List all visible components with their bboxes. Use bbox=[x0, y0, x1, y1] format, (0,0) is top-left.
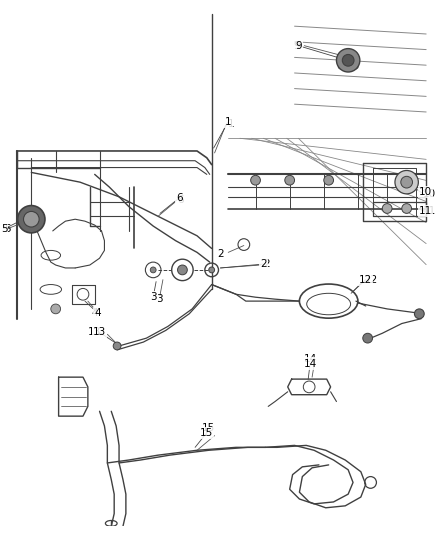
Text: 10: 10 bbox=[419, 187, 432, 197]
Text: 2: 2 bbox=[263, 259, 270, 269]
Text: 13: 13 bbox=[93, 327, 106, 337]
Text: 2: 2 bbox=[260, 259, 267, 269]
Circle shape bbox=[324, 175, 333, 185]
Text: 4: 4 bbox=[92, 308, 99, 318]
Text: 5: 5 bbox=[1, 224, 7, 234]
Text: 2: 2 bbox=[218, 249, 224, 260]
Circle shape bbox=[336, 49, 360, 72]
Circle shape bbox=[382, 204, 392, 213]
Circle shape bbox=[402, 204, 412, 213]
Text: 6: 6 bbox=[177, 195, 184, 205]
Text: 5: 5 bbox=[4, 224, 11, 234]
Circle shape bbox=[363, 333, 373, 343]
Circle shape bbox=[177, 265, 187, 275]
Text: 15: 15 bbox=[202, 423, 215, 433]
Text: 1: 1 bbox=[228, 119, 235, 128]
Text: 12: 12 bbox=[365, 274, 378, 285]
Circle shape bbox=[414, 309, 424, 319]
Text: 14: 14 bbox=[304, 359, 317, 368]
Circle shape bbox=[18, 206, 45, 233]
Text: 4: 4 bbox=[94, 308, 101, 318]
Circle shape bbox=[343, 54, 354, 66]
Text: 15: 15 bbox=[200, 427, 213, 438]
Text: 3: 3 bbox=[156, 294, 163, 304]
Circle shape bbox=[24, 212, 39, 227]
Circle shape bbox=[113, 342, 121, 350]
Circle shape bbox=[251, 175, 261, 185]
Text: 14: 14 bbox=[304, 353, 317, 364]
Circle shape bbox=[150, 267, 156, 273]
Text: 9: 9 bbox=[295, 41, 302, 51]
Text: 9: 9 bbox=[294, 41, 300, 51]
Circle shape bbox=[209, 267, 215, 273]
Circle shape bbox=[51, 304, 60, 314]
Circle shape bbox=[401, 176, 413, 188]
Text: 13: 13 bbox=[88, 327, 102, 337]
Circle shape bbox=[395, 171, 418, 194]
Text: 6: 6 bbox=[176, 193, 183, 203]
Ellipse shape bbox=[339, 64, 358, 70]
Text: 12: 12 bbox=[359, 274, 372, 285]
Text: 10: 10 bbox=[423, 189, 436, 199]
Text: 3: 3 bbox=[150, 292, 156, 302]
Text: 11: 11 bbox=[419, 206, 432, 216]
Text: 11: 11 bbox=[423, 206, 437, 216]
Circle shape bbox=[285, 175, 294, 185]
Text: 1: 1 bbox=[225, 117, 232, 127]
